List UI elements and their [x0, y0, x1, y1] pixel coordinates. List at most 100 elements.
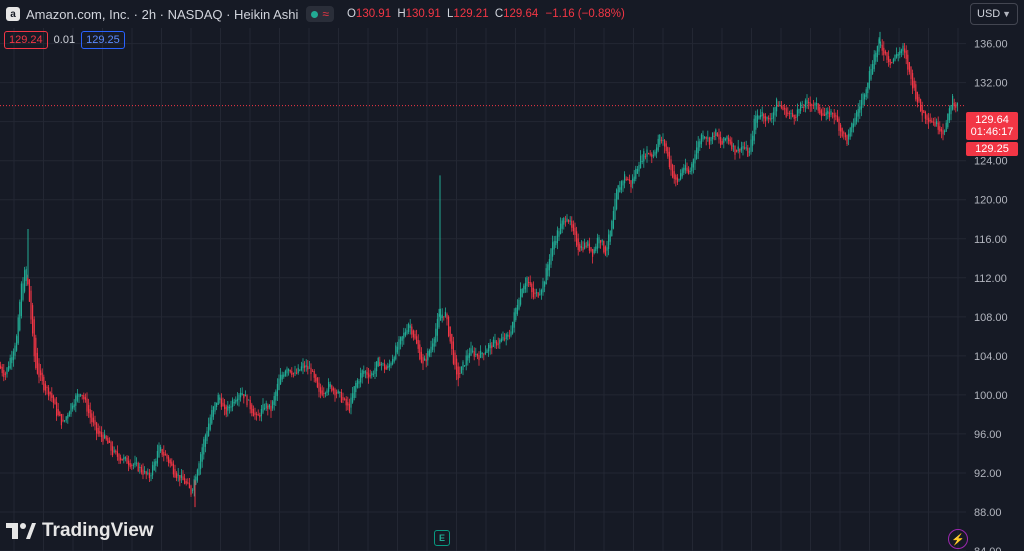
candle-body [78, 394, 80, 398]
candle-body [180, 474, 182, 478]
candle-body [169, 459, 171, 464]
candle-body [377, 358, 379, 367]
candles [0, 31, 958, 508]
candle-body [515, 307, 517, 321]
candle-body [817, 103, 819, 111]
tradingview-logo[interactable]: TradingView [6, 520, 154, 542]
candle-body [804, 100, 806, 108]
ask-price-value: 129.25 [966, 142, 1018, 156]
candle-body [582, 246, 584, 251]
candle-body [76, 393, 78, 401]
candle-body [940, 128, 942, 132]
candle-body [948, 108, 950, 121]
candle-body [262, 404, 264, 413]
candle-body [366, 371, 368, 375]
candle-body [547, 264, 549, 277]
candle-body [139, 466, 141, 468]
candle-body [521, 289, 523, 297]
candle-body [192, 489, 194, 491]
candle-body [640, 155, 642, 169]
candle-body [699, 141, 701, 148]
candle-body [446, 314, 448, 320]
candle-body [313, 370, 315, 378]
candle-body [816, 102, 818, 105]
candle-body [323, 392, 325, 394]
y-tick-label: 116.00 [974, 234, 1007, 246]
candle-body [704, 137, 706, 139]
candle-body [268, 404, 270, 408]
candle-body [532, 287, 534, 298]
candle-body [555, 241, 557, 246]
earnings-marker-icon[interactable]: E [434, 530, 450, 546]
candle-body [694, 154, 696, 164]
candle-body [787, 112, 789, 114]
candle-body [254, 412, 256, 416]
candle-body [211, 409, 213, 424]
y-tick-label: 112.00 [974, 273, 1007, 285]
candle-body [758, 115, 760, 119]
candle-body [16, 336, 18, 351]
sell-price-button[interactable]: 129.24 [4, 31, 48, 49]
candle-body [222, 402, 224, 407]
brand-name: TradingView [42, 520, 154, 541]
lightning-icon[interactable]: ⚡ [948, 529, 968, 549]
candle-body [14, 345, 16, 356]
candle-body [548, 259, 550, 271]
candle-body [635, 168, 637, 179]
candle-body [0, 365, 2, 369]
candle-body [544, 281, 546, 287]
candle-body [1, 366, 3, 374]
candle-body [49, 391, 51, 395]
candle-body [171, 461, 173, 466]
y-tick-label: 100.00 [974, 390, 1008, 402]
candle-body [310, 367, 312, 375]
candle-body [926, 115, 928, 121]
candle-body [812, 104, 814, 106]
ohlc-open: 130.91 [355, 8, 392, 20]
candle-body [942, 130, 944, 135]
symbol-title[interactable]: Amazon.com, Inc. · 2h · NASDAQ · Heikin … [26, 6, 299, 22]
candle-body [952, 95, 954, 110]
candle-body [483, 353, 485, 355]
buy-price-button[interactable]: 129.25 [81, 31, 125, 49]
candle-body [219, 397, 221, 400]
candle-body [902, 45, 904, 52]
candle-body [286, 368, 288, 374]
candle-body [212, 406, 214, 417]
candle-body [892, 59, 894, 63]
candle-body [732, 145, 734, 147]
candle-body [825, 112, 827, 116]
candle-body [726, 136, 728, 140]
candle-body [913, 80, 915, 88]
candle-body [443, 316, 445, 318]
candle-body [800, 103, 802, 112]
candle-body [273, 396, 275, 405]
candle-body [705, 137, 707, 140]
candle-body [894, 54, 896, 61]
candle-body [872, 63, 874, 75]
candle-body [25, 269, 27, 281]
candle-body [566, 218, 568, 222]
candle-body [820, 110, 822, 117]
market-status[interactable]: ≈ [306, 6, 334, 22]
candle-body [203, 439, 205, 455]
currency-selector[interactable]: USD ▼ [970, 3, 1018, 25]
candle-body [358, 380, 360, 384]
candle-body [35, 337, 37, 368]
candle-body [96, 422, 98, 434]
candle-body [260, 408, 262, 417]
candle-body [841, 128, 843, 137]
candle-body [340, 391, 342, 403]
candle-body [862, 93, 864, 105]
candle-body [382, 363, 384, 365]
candle-body [739, 148, 741, 153]
candle-body [43, 376, 45, 391]
candle-body [907, 54, 909, 70]
candle-body [883, 47, 885, 55]
candle-body [436, 318, 438, 336]
candle-body [275, 391, 277, 401]
candle-body [99, 431, 101, 434]
candle-body [331, 385, 333, 392]
candle-body [92, 417, 94, 423]
